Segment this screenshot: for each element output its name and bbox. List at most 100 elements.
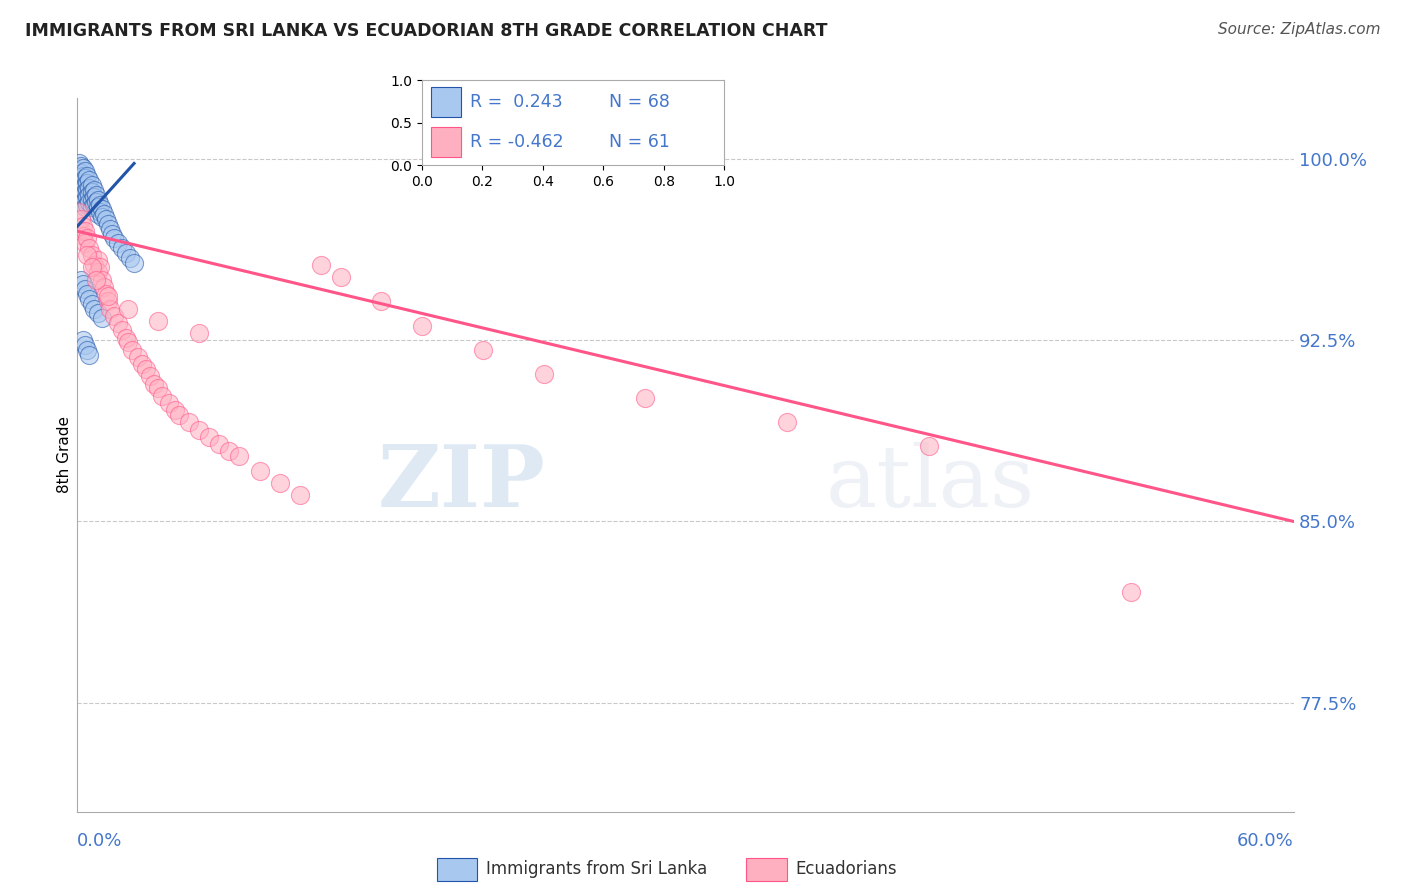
Point (118, 251, 141, 265)
Point (111, 241, 134, 255)
Text: Source: ZipAtlas.com: Source: ZipAtlas.com (1218, 22, 1381, 37)
Point (93, 207, 115, 221)
Point (70, 187, 93, 202)
Point (75, 163, 97, 178)
Point (72, 229, 94, 244)
Point (79, 173, 101, 187)
Point (75, 236, 97, 251)
Point (67, 170, 90, 185)
Point (139, 369, 162, 384)
Point (83, 190, 105, 204)
Point (83, 301, 105, 316)
Text: R =  0.243: R = 0.243 (470, 93, 562, 111)
Point (75, 224, 97, 238)
Text: 60.0%: 60.0% (1237, 831, 1294, 849)
Point (107, 236, 129, 251)
Point (103, 231, 125, 245)
Point (72, 176, 94, 190)
Point (80, 193, 103, 207)
Point (75, 193, 97, 207)
Point (918, 440, 941, 454)
Point (97, 217, 120, 231)
Point (86, 265, 108, 279)
Point (103, 309, 125, 323)
Bar (430, 87, 461, 117)
Point (79, 241, 101, 255)
Point (198, 430, 221, 444)
Point (72, 169, 94, 183)
Text: IMMIGRANTS FROM SRI LANKA VS ECUADORIAN 8TH GRADE CORRELATION CHART: IMMIGRANTS FROM SRI LANKA VS ECUADORIAN … (25, 22, 828, 40)
Bar (430, 127, 461, 157)
Point (228, 449, 250, 463)
Point (1121, 584, 1143, 599)
Point (72, 277, 94, 292)
Point (80, 200, 103, 214)
Point (90, 272, 112, 286)
Text: Ecuadorians: Ecuadorians (796, 860, 897, 878)
Point (188, 326, 211, 340)
Point (79, 180, 101, 194)
Point (80, 297, 103, 311)
Point (86, 193, 108, 207)
Point (72, 333, 94, 347)
Point (634, 391, 657, 405)
Point (76, 197, 98, 211)
Point (249, 464, 271, 478)
Point (471, 343, 494, 357)
Point (90, 210, 112, 224)
Point (157, 396, 180, 410)
Text: Immigrants from Sri Lanka: Immigrants from Sri Lanka (486, 860, 707, 878)
Point (143, 376, 166, 391)
Point (148, 381, 170, 395)
Point (76, 183, 98, 197)
Point (290, 488, 312, 502)
Point (89, 204, 111, 219)
Point (76, 248, 98, 262)
Point (115, 330, 138, 344)
Point (83, 197, 105, 211)
Point (117, 301, 139, 316)
Point (76, 287, 98, 301)
Text: N = 68: N = 68 (609, 93, 671, 111)
Point (70, 173, 93, 187)
Point (70, 272, 93, 286)
Point (70, 212, 93, 227)
Point (98, 221, 121, 235)
Point (72, 161, 94, 176)
Point (79, 347, 101, 361)
Point (84, 195, 107, 210)
Point (218, 444, 240, 458)
Point (75, 282, 97, 296)
Point (152, 389, 174, 403)
Point (67, 163, 90, 178)
Point (121, 343, 143, 357)
Point (309, 258, 332, 272)
Point (75, 186, 97, 200)
Point (80, 248, 103, 262)
Point (93, 280, 115, 294)
Point (79, 195, 101, 210)
Text: R = -0.462: R = -0.462 (470, 133, 564, 151)
Point (411, 318, 433, 333)
Point (89, 197, 111, 211)
Point (70, 166, 93, 180)
Bar (747, 857, 786, 880)
Point (776, 415, 799, 429)
Point (177, 415, 200, 429)
Point (97, 294, 120, 309)
Point (70, 159, 93, 173)
Point (75, 178, 97, 193)
Point (84, 187, 107, 202)
Text: atlas: atlas (825, 442, 1035, 525)
Point (188, 423, 211, 437)
Point (75, 170, 97, 185)
Point (167, 408, 190, 422)
Point (117, 335, 139, 350)
Point (148, 313, 170, 327)
Point (329, 270, 352, 285)
Point (90, 311, 112, 326)
Point (75, 200, 97, 214)
Point (111, 323, 134, 337)
Point (80, 178, 103, 193)
Point (76, 231, 98, 245)
